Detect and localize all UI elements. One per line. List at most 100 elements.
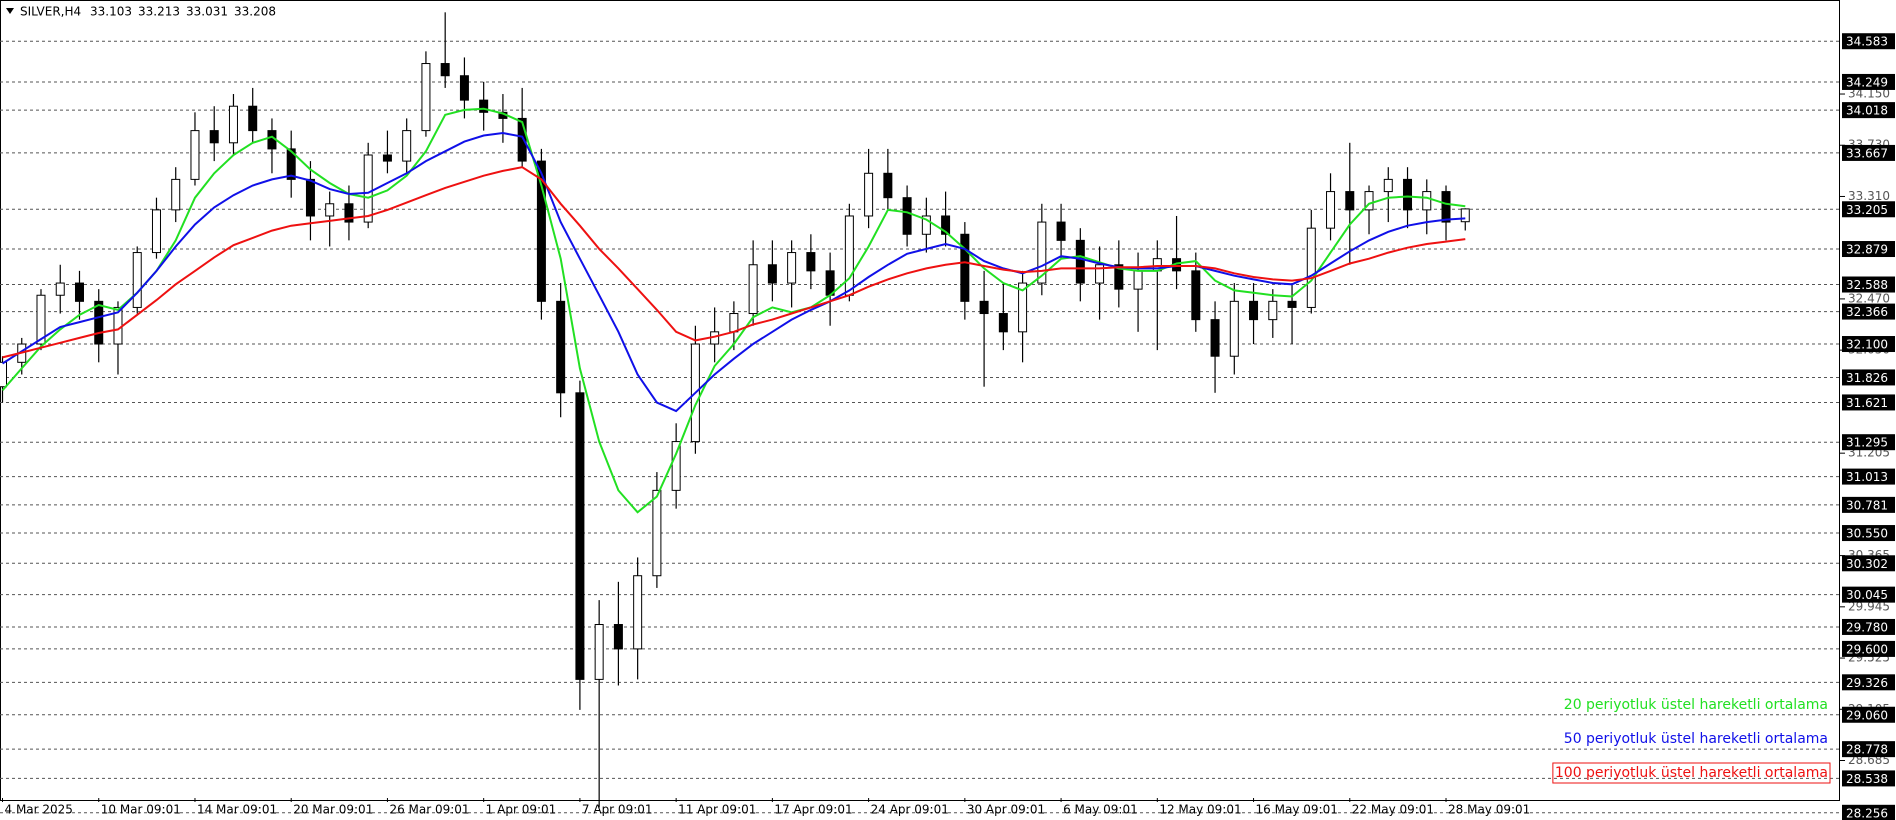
- level-label-box: [1842, 102, 1895, 119]
- level-label-box: [1842, 369, 1895, 386]
- candle-body: [248, 105, 258, 132]
- level-label-box: [1842, 586, 1895, 603]
- x-tick-label: 22 May 09:01: [1352, 803, 1434, 817]
- candle-body: [1075, 239, 1085, 284]
- candle-body: [94, 300, 104, 345]
- candle-body: [941, 215, 951, 235]
- x-tick-label: 7 Apr 09:01: [582, 803, 653, 817]
- level-label-box: [1842, 303, 1895, 320]
- levels: [0, 40, 1840, 814]
- candle-body: [74, 282, 84, 302]
- candle-body: [1095, 264, 1105, 284]
- candle-body: [344, 203, 354, 223]
- y-tick-label: 29.945: [1848, 599, 1890, 613]
- level-label-box: [1842, 770, 1895, 787]
- level-label: 31.013: [1846, 470, 1888, 484]
- level-label-box: [1842, 804, 1895, 820]
- x-tick-label: 24 Apr 09:01: [871, 803, 949, 817]
- ema-line: [2, 166, 1466, 359]
- level-label: 29.326: [1846, 676, 1888, 690]
- level-label-box: [1842, 144, 1895, 161]
- candle-body: [1403, 178, 1413, 211]
- ema-line: [1, 131, 1466, 413]
- candle-body: [575, 392, 585, 680]
- level-label-box: [1842, 496, 1895, 513]
- candle-body: [0, 361, 8, 388]
- x-tick-label: 26 Mar 09:01: [389, 803, 469, 817]
- candle-body: [325, 203, 335, 217]
- candle-body: [1306, 227, 1316, 308]
- quote-value: 33.103: [90, 5, 132, 19]
- legend-entry: 100 periyotluk üstel hareketli ortalama: [1555, 765, 1828, 781]
- candle-body: [479, 99, 489, 113]
- candle-body: [1268, 300, 1278, 321]
- candle-body: [171, 178, 181, 211]
- level-label-box: [1842, 336, 1895, 353]
- level-label: 28.778: [1846, 743, 1888, 757]
- y-tick-label: 32.470: [1848, 291, 1890, 305]
- plot-frame: [0, 0, 1840, 801]
- level-label: 28.538: [1846, 772, 1888, 786]
- level-label-box: [1842, 555, 1895, 572]
- candle-body: [998, 313, 1008, 333]
- x-tick-label: 11 Apr 09:01: [678, 803, 756, 817]
- level-label: 33.205: [1846, 203, 1888, 217]
- level-label: 29.600: [1846, 642, 1888, 656]
- x-tick-label: 12 May 09:01: [1159, 803, 1241, 817]
- level-label: 31.826: [1846, 371, 1888, 385]
- x-tick-label: 28 May 09:01: [1448, 803, 1530, 817]
- candles: [0, 12, 1470, 808]
- level-label: 32.100: [1846, 338, 1888, 352]
- candle-body: [1364, 191, 1374, 211]
- candle-body: [402, 130, 412, 162]
- level-label-box: [1842, 73, 1895, 90]
- candle-body: [1422, 191, 1432, 211]
- ema-line: [1, 107, 1466, 514]
- price-axis: 34.15033.73033.31032.47032.05031.20530.3…: [2, 33, 1895, 820]
- candle-body: [1460, 208, 1470, 223]
- candle-body: [806, 252, 816, 272]
- candle-body: [1229, 300, 1239, 357]
- level-label-box: [1842, 468, 1895, 485]
- legend-entry: 50 periyotluk üstel hareketli ortalama: [1564, 731, 1828, 747]
- x-tick-label: 6 May 09:01: [1063, 803, 1138, 817]
- candle-body: [151, 209, 161, 254]
- x-tick-label: 10 Mar 09:01: [101, 803, 181, 817]
- level-label: 32.879: [1846, 243, 1888, 257]
- candle-body: [748, 264, 758, 315]
- level-label: 31.621: [1846, 396, 1888, 410]
- candle-body: [556, 300, 566, 394]
- candle-body: [440, 63, 450, 77]
- candle-body: [1441, 191, 1451, 223]
- x-tick-label: 16 May 09:01: [1256, 803, 1338, 817]
- candle-body: [1210, 319, 1220, 357]
- candle-body: [1114, 264, 1124, 290]
- x-tick-label: 30 Apr 09:01: [967, 803, 1045, 817]
- quote: 33.103 33.213 33.031 33.208: [90, 5, 276, 19]
- candle-body: [382, 154, 392, 162]
- level-label-box: [1842, 741, 1895, 758]
- candle-body: [864, 172, 874, 217]
- candle-body: [671, 441, 681, 491]
- level-label-box: [1842, 434, 1895, 451]
- candle-body: [228, 105, 238, 144]
- quote-value: 33.208: [234, 5, 276, 19]
- candle-body: [767, 264, 777, 284]
- quote-value: 33.031: [186, 5, 228, 19]
- level-label: 34.249: [1846, 75, 1888, 89]
- candle-body: [921, 215, 931, 235]
- candle-body: [1326, 191, 1336, 229]
- candle-body: [286, 148, 296, 180]
- menu-arrow[interactable]: [6, 8, 14, 14]
- candle-body: [960, 233, 970, 302]
- level-label: 34.018: [1846, 104, 1888, 118]
- candle-body: [190, 130, 200, 180]
- level-label-box: [1842, 525, 1895, 542]
- level-label-box: [1842, 640, 1895, 657]
- candle-body: [613, 624, 623, 650]
- candle-body: [1191, 270, 1201, 321]
- candle-body: [902, 197, 912, 235]
- level-label: 33.667: [1846, 146, 1888, 160]
